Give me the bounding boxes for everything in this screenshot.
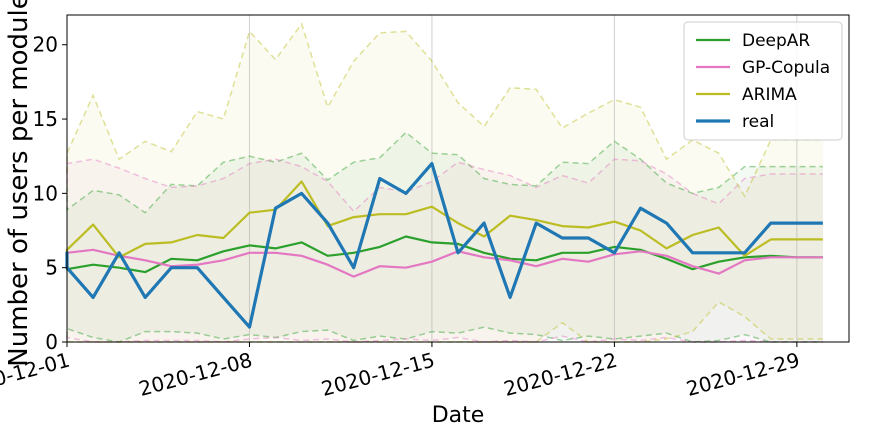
upper-bound-gp-copula <box>66 158 823 213</box>
y-axis-ticks: 0 5 10 15 20 <box>33 33 67 354</box>
upper-bound-arima <box>66 22 823 198</box>
band-arima <box>67 23 823 343</box>
lower-bound-gp-copula <box>66 335 823 343</box>
legend-label: real <box>742 112 774 132</box>
upper-bound-deepar <box>66 131 823 214</box>
series-line-real <box>65 162 823 329</box>
y-tick-label: 15 <box>33 107 58 131</box>
y-tick-label: 10 <box>33 181 58 205</box>
legend-label: DeepAR <box>742 31 810 51</box>
x-tick-label: 2020-12-22 <box>501 348 619 401</box>
legend-box <box>683 21 843 141</box>
y-tick-label: 20 <box>33 33 58 57</box>
lower-bound-deepar <box>66 326 823 343</box>
y-tick-label: 5 <box>45 256 58 280</box>
series-line-deepar <box>65 235 823 274</box>
x-axis-ticks: 2020-12-01 2020-12-08 2020-12-15 2020-12-22… <box>0 342 802 401</box>
x-axis-label: Date <box>432 403 485 428</box>
band-deepar <box>67 132 823 342</box>
plot-area-frame <box>66 14 850 343</box>
y-tick-label: 0 <box>45 330 58 354</box>
x-tick-label: 2020-12-29 <box>684 348 802 401</box>
legend: DeepAR GP-Copula ARIMA real <box>683 21 843 141</box>
legend-label: ARIMA <box>742 85 797 105</box>
series-line-arima <box>65 180 823 260</box>
confidence-bands <box>67 23 823 343</box>
legend-label: GP-Copula <box>742 58 830 78</box>
x-tick-label: 2020-12-08 <box>136 348 254 401</box>
series-lines <box>65 162 823 329</box>
x-tick-label: 2020-12-15 <box>319 348 437 401</box>
y-axis-label: Number of users per module <box>4 0 34 367</box>
